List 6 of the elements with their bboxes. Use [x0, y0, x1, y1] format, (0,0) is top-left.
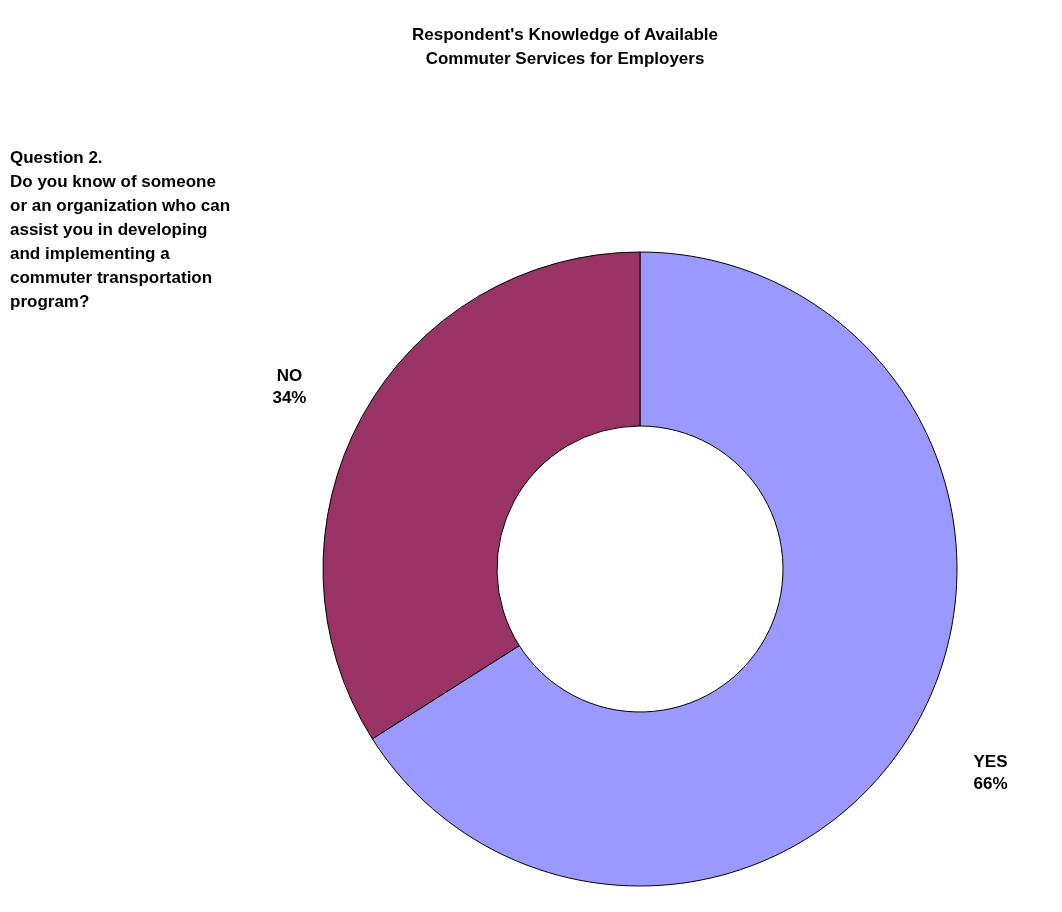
- slice-label: YES: [973, 751, 1008, 771]
- slice-label: NO: [276, 366, 303, 386]
- data-label: 34%: [272, 388, 307, 408]
- chart-title: Respondent's Knowledge of Available Commuter Services for Employers: [412, 25, 718, 68]
- text: Question 2. Do you know of someone or an organization who can assist you in developing and implementing a commuter transportation program?: [10, 148, 231, 311]
- data-label: 66%: [973, 773, 1008, 793]
